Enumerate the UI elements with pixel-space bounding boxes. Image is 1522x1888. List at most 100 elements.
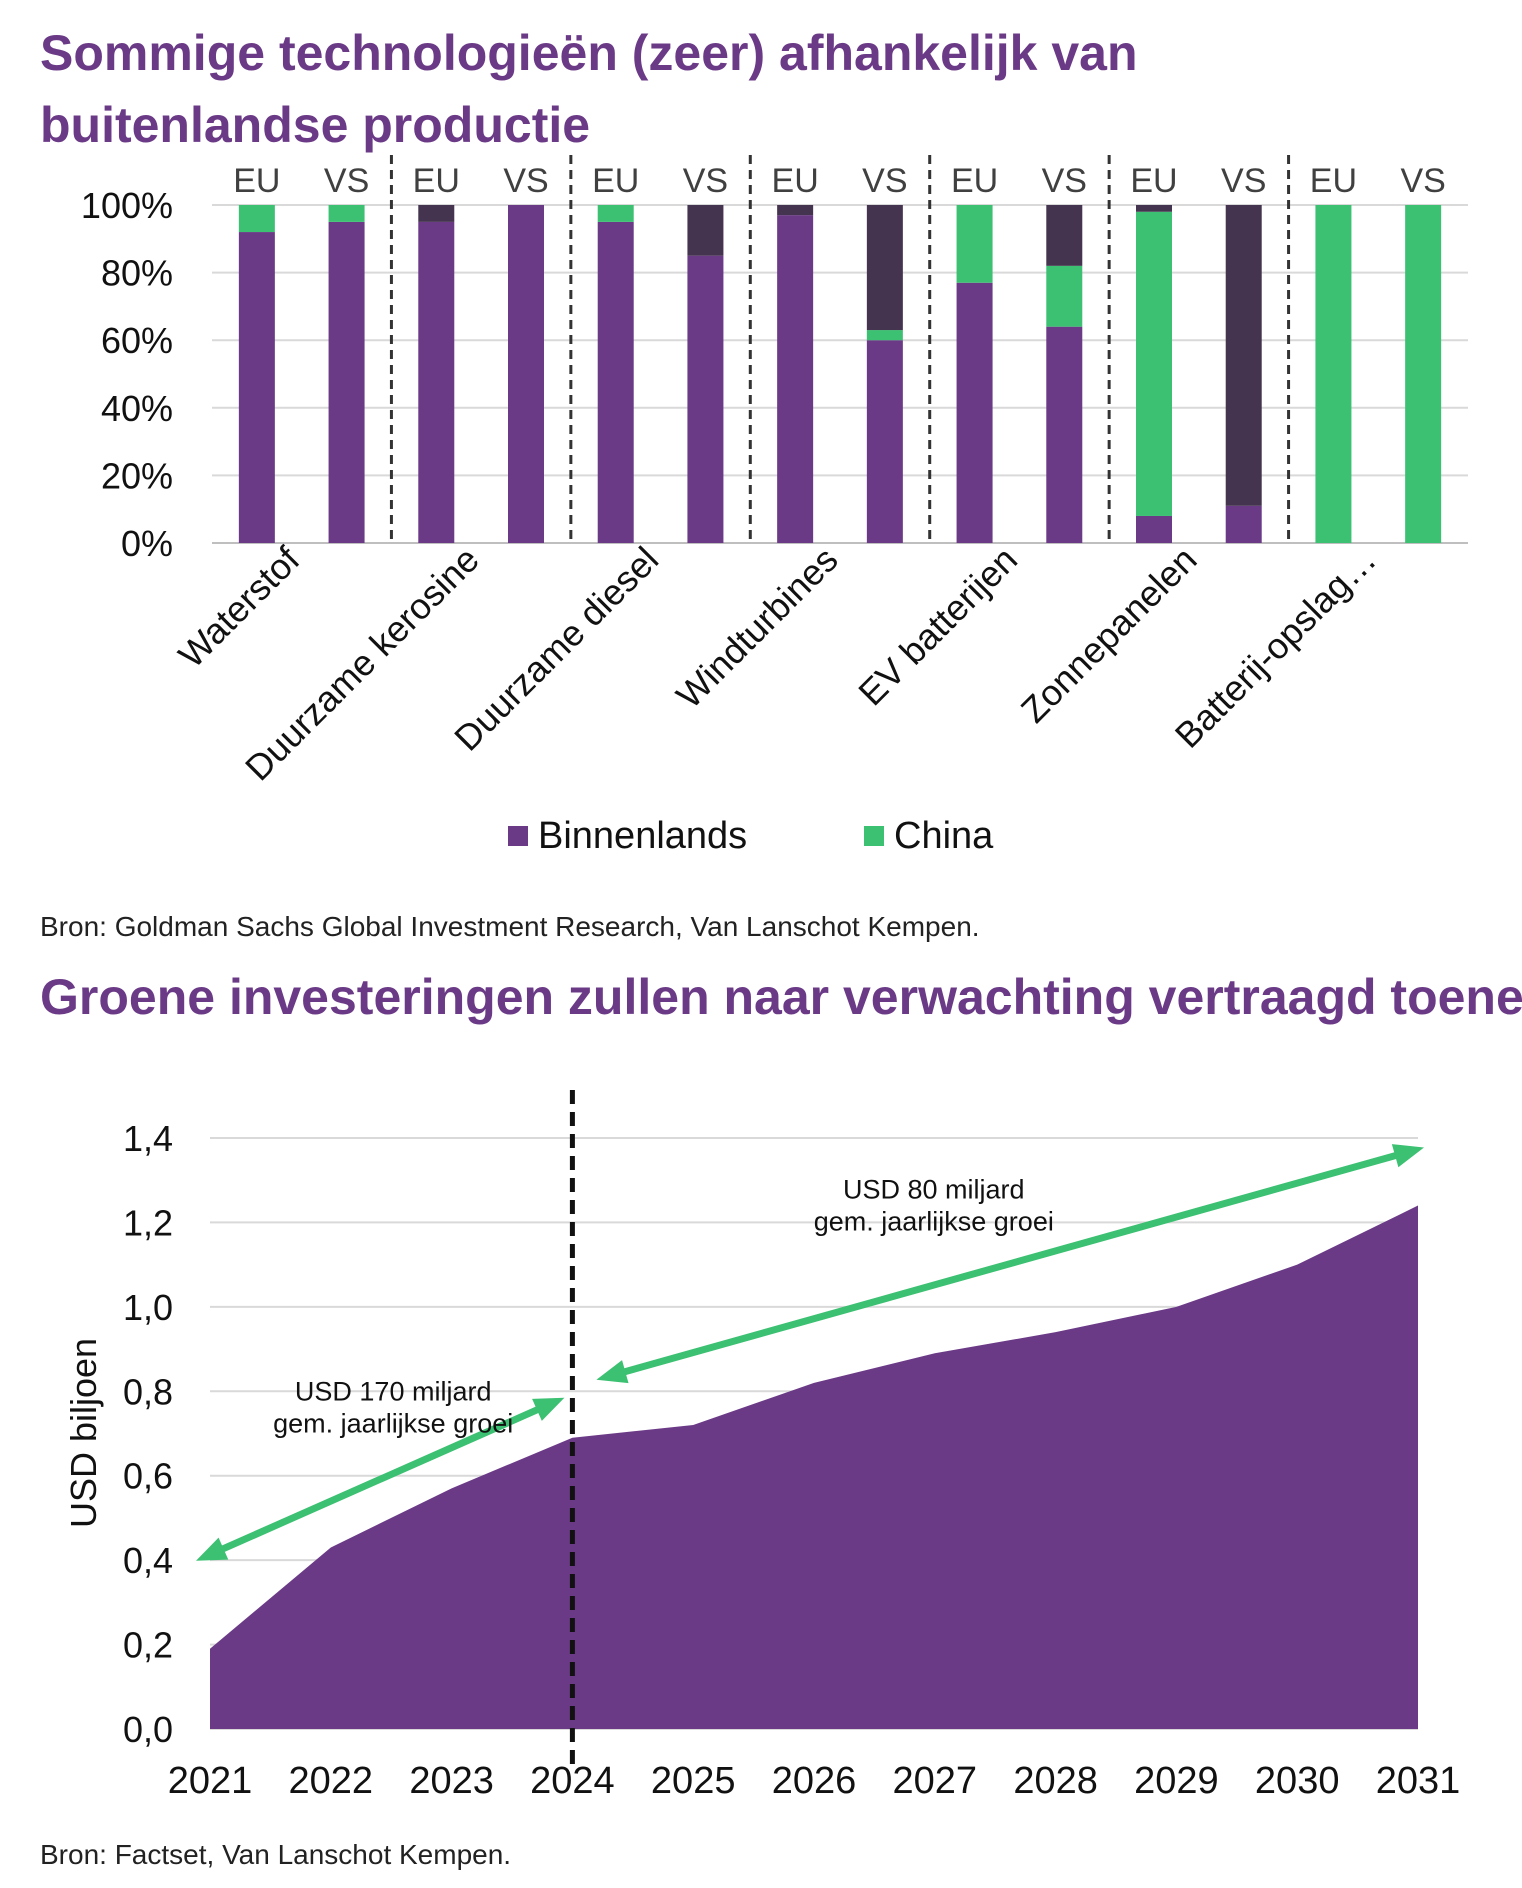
chart-2-growth-arrow-1-head-start <box>196 1537 229 1561</box>
chart-1-bar-label: VS <box>683 162 728 200</box>
chart-1-legend-label: Binnenlands <box>538 815 747 857</box>
chart-1-legend-swatch <box>864 826 884 846</box>
chart-1-group-label: Waterstof <box>170 538 308 676</box>
chart-2-growth-arrow-2-head-start <box>596 1360 629 1384</box>
chart-2-growth-arrow-2-head-end <box>1391 1144 1424 1168</box>
chart-2-title-line-1: Groene investeringen zullen naar verwach… <box>40 969 1522 1025</box>
chart-2-y-tick-label: 0,6 <box>123 1456 173 1497</box>
chart-1-bar-segment <box>1315 205 1352 543</box>
chart-1-legend: Binnenlands China <box>508 815 994 857</box>
chart-1-group-label: EV batterijen <box>850 539 1025 714</box>
chart-2-annotation-line-1: USD 80 miljard <box>843 1175 1025 1205</box>
chart-1-bar-label: EU <box>951 162 998 200</box>
chart-2-growth-arrow-1-shaft <box>216 1404 544 1555</box>
chart-1-bar-segment <box>508 205 544 543</box>
chart-1-bar-segment <box>777 205 814 216</box>
chart-1-bar-label: EU <box>233 162 280 200</box>
chart-1-bar-segment <box>1405 205 1442 543</box>
chart-1-bar-label: VS <box>1221 162 1266 200</box>
chart-2-growth-arrow-2-shaft <box>618 1150 1402 1377</box>
chart-1-bar-segment <box>328 221 365 543</box>
chart-1-group-label: Zonnepanelen <box>1013 539 1205 731</box>
chart-1-bar-segment <box>687 255 724 543</box>
chart-2-x-tick-label: 2024 <box>530 1760 615 1802</box>
chart-2-y-tick-label: 1,4 <box>123 1118 173 1159</box>
chart-1-bar-segment <box>956 282 993 543</box>
chart-1-bar-segment <box>597 221 634 543</box>
chart-1-bar-segment <box>1225 505 1262 543</box>
chart-1-y-tick-label: 100% <box>81 185 173 226</box>
chart-1-bars <box>238 205 1442 544</box>
chart-1-gridlines <box>212 204 1468 544</box>
chart-2-x-tick-label: 2027 <box>893 1760 978 1802</box>
chart-2-x-tick-label: 2025 <box>651 1760 736 1802</box>
chart-1-bar-label: EU <box>1310 162 1357 200</box>
chart-1-bar-segment <box>866 340 903 543</box>
chart-1-bar-segment <box>1046 265 1083 327</box>
chart-2-x-tick-label: 2028 <box>1013 1760 1098 1802</box>
chart-2-growth-arrow-1-head-end <box>532 1397 565 1421</box>
chart-1-bar-segment <box>1136 211 1172 516</box>
chart-1-bar-segment <box>866 330 903 341</box>
chart-2-x-tick-label: 2023 <box>409 1760 494 1802</box>
chart-1-bar-segment <box>1046 326 1083 543</box>
chart-1-bar-label: VS <box>862 162 907 200</box>
chart-1-bar-segment <box>687 205 724 256</box>
chart-1-bar-segment <box>1225 205 1262 506</box>
chart-2-annotation-line-1: USD 170 miljard <box>295 1377 492 1407</box>
chart-1-bar-segment <box>418 205 455 222</box>
chart-1-y-tick-label: 80% <box>101 253 173 294</box>
chart-2-y-tick-label: 1,2 <box>123 1202 173 1243</box>
chart-1-bar-labels: EU VS EU VS EU VS EU VS EU VS EU VS EU VS <box>233 162 1446 200</box>
chart-2-y-tick-label: 0,0 <box>123 1709 173 1750</box>
chart-2-x-tick-label: 2030 <box>1255 1760 1340 1802</box>
chart-1-bar-segment <box>418 221 455 543</box>
chart-1-bar-label: EU <box>1130 162 1177 200</box>
chart-1-y-tick-label: 60% <box>101 320 173 361</box>
chart-2-y-tick-label: 0,2 <box>123 1625 173 1666</box>
chart-2-x-axis: 2021 2022 2023 2024 2025 2026 2027 2028 2029 2030… <box>168 1760 1461 1802</box>
chart-2-annotation-line-2: gem. jaarlijkse groei <box>273 1409 513 1439</box>
chart-2-y-axis-label: USD biljoen <box>63 1338 104 1528</box>
chart-1-y-tick-label: 40% <box>101 388 173 429</box>
chart-1-bar-segment <box>777 215 814 543</box>
chart-2-area-series <box>210 1205 1418 1729</box>
chart-2-growth-arrows <box>196 1144 1424 1561</box>
chart-1-bar-segment <box>238 232 275 544</box>
chart-2-x-tick-label: 2026 <box>772 1760 857 1802</box>
chart-1-bar-label: VS <box>503 162 548 200</box>
chart-1-bar-segment <box>328 205 365 222</box>
chart-1-bar-label: EU <box>592 162 639 200</box>
chart-1-bar-segment <box>1136 515 1172 543</box>
chart-1-group-dividers <box>389 155 1291 543</box>
chart-1-y-tick-label: 0% <box>121 523 173 564</box>
chart-1-bar-label: VS <box>324 162 369 200</box>
chart-1-bar-label: VS <box>1400 162 1445 200</box>
chart-2-x-tick-label: 2022 <box>289 1760 374 1802</box>
chart-1-y-tick-label: 20% <box>101 455 173 496</box>
chart-1-bar-segment <box>956 205 993 283</box>
chart-1-title-line-1: Sommige technologieën (zeer) afhankelijk… <box>40 25 1138 81</box>
chart-1-bar-label: EU <box>413 162 460 200</box>
chart-1-legend-label: China <box>894 815 994 857</box>
chart-2: Groene investeringen zullen naar verwach… <box>40 969 1522 1870</box>
chart-1-source: Bron: Goldman Sachs Global Investment Re… <box>40 911 980 942</box>
chart-1-bar-segment <box>1136 205 1172 212</box>
chart-2-y-tick-label: 1,0 <box>123 1287 173 1328</box>
chart-1-bar-label: VS <box>1042 162 1087 200</box>
chart-1-title-line-2: buitenlandse productie <box>40 97 590 153</box>
chart-1: Sommige technologieën (zeer) afhankelijk… <box>40 25 1468 942</box>
chart-2-y-tick-label: 0,4 <box>123 1540 173 1581</box>
chart-1-bar-label: EU <box>772 162 819 200</box>
chart-1-bar-segment <box>238 205 275 233</box>
chart-2-x-tick-label: 2031 <box>1376 1760 1461 1802</box>
chart-2-growth-arrow-1 <box>196 1397 565 1561</box>
chart-1-bar-segment <box>597 205 634 222</box>
chart-2-y-axis: 0,0 0,2 0,4 0,6 0,8 1,0 1,2 1,4 <box>123 1118 173 1750</box>
chart-1-y-axis: 0% 20% 40% 60% 80% 100% <box>81 185 173 564</box>
chart-1-bar-segment <box>866 205 903 331</box>
